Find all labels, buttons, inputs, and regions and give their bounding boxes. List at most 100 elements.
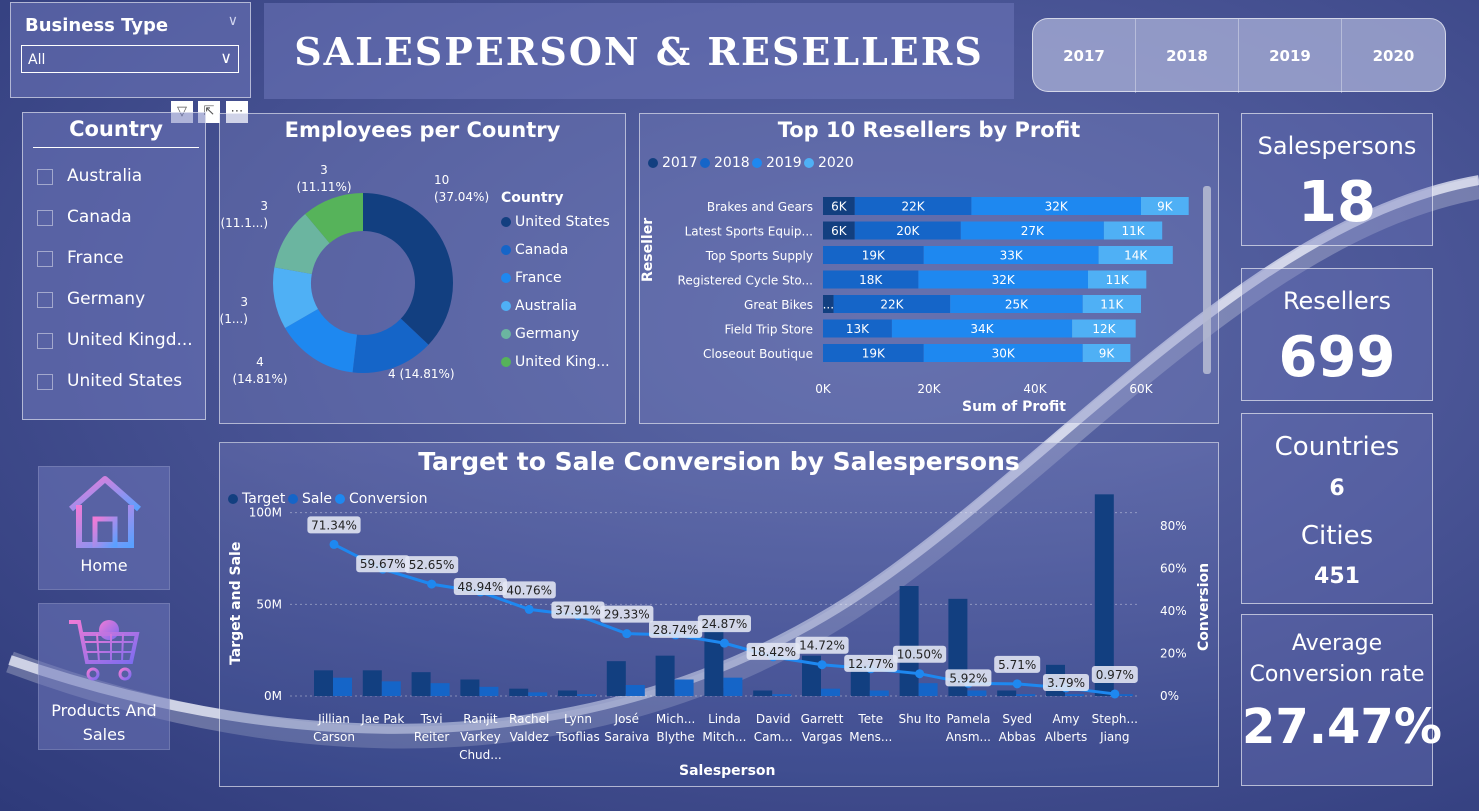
data-label: 11K [1106, 273, 1130, 287]
year-button-2019[interactable]: 2019 [1239, 19, 1342, 93]
bar-segment [918, 270, 1088, 289]
target-bar [558, 690, 577, 696]
y-axis-label: Reseller [640, 217, 656, 282]
sale-bar [869, 690, 889, 696]
products-and-sales-button[interactable]: Products And Sales [38, 603, 170, 750]
tick-label: 80% [1160, 519, 1187, 533]
legend-dot [804, 158, 814, 168]
more-options-icon[interactable]: ⋯ [226, 101, 248, 123]
business-type-dropdown[interactable]: All ∨ [21, 45, 239, 73]
legend-dot [501, 357, 511, 367]
year-button-2020[interactable]: 2020 [1372, 47, 1415, 65]
kpi-label: Salespersons [1257, 132, 1417, 160]
tick-label: 100M [249, 506, 282, 520]
legend-dot [700, 158, 710, 168]
checkbox[interactable] [37, 374, 53, 390]
data-label: (11.1...) [220, 216, 268, 230]
checkbox[interactable] [37, 251, 53, 267]
tick-label: 0% [1160, 689, 1179, 703]
scrollbar[interactable] [1203, 186, 1211, 374]
year-button-2017[interactable]: 2017 [1033, 19, 1136, 93]
checkbox[interactable] [37, 333, 53, 349]
target-bar [899, 586, 919, 696]
country-option-canada[interactable]: Canada [37, 206, 217, 230]
category-label: Blythe [656, 730, 694, 744]
conversion-point [719, 638, 729, 648]
country-option-germany[interactable]: Germany [37, 288, 217, 312]
country-option-united-states[interactable]: United States [37, 370, 217, 394]
chevron-down-icon: ∨ [220, 48, 232, 67]
checkbox[interactable] [37, 210, 53, 226]
data-label: 11K [1100, 298, 1124, 312]
page-title: SALESPERSON & RESELLERS [294, 29, 984, 74]
country-option-label: Canada [67, 207, 132, 227]
category-label: Reiter [414, 730, 450, 744]
target-bar [509, 688, 529, 696]
data-label: (14.81%) [232, 372, 287, 386]
country-option-label: Australia [67, 166, 143, 186]
target-bar [411, 672, 431, 696]
data-label: 4 (14.81%) [388, 367, 455, 381]
data-label: 59.67% [360, 557, 406, 571]
country-option-australia[interactable]: Australia [37, 165, 217, 189]
countries-cities-card: Countries 6 Cities 451 [1241, 413, 1433, 604]
legend-label: Canada [515, 242, 569, 258]
checkbox[interactable] [37, 169, 53, 185]
country-option-label: United States [67, 371, 183, 391]
data-label: 20K [896, 224, 920, 238]
category-label: Ranjit [463, 712, 498, 726]
data-label-bg [994, 655, 1041, 673]
bar-segment [1098, 246, 1173, 264]
sale-bar [918, 683, 938, 696]
data-label: 11K [1121, 224, 1145, 238]
conversion-point [817, 660, 827, 670]
category-label: Closeout Boutique [703, 347, 813, 361]
sale-bar [381, 681, 401, 696]
business-type-slicer[interactable]: Business Type ∨ All ∨ [10, 2, 251, 98]
y2-axis-label: Conversion [1196, 562, 1212, 651]
category-label: Registered Cycle Sto... [678, 274, 813, 288]
category-label: Ansm... [946, 730, 991, 744]
home-icon [69, 476, 141, 548]
data-label: 14.72% [799, 639, 845, 653]
target-bar [655, 655, 675, 696]
conversion-chart: Target to Sale Conversion by Salesperson… [219, 442, 1219, 787]
legend-label: Sale [302, 491, 332, 507]
target-bar [460, 679, 480, 696]
tick-label: 0M [264, 689, 282, 703]
legend-label: France [515, 270, 562, 286]
country-option-label: Germany [67, 289, 146, 309]
bar-segment [971, 197, 1141, 215]
target-bar [606, 661, 626, 696]
category-label: Syed [1002, 712, 1032, 726]
tick-label: 0K [815, 382, 832, 396]
home-button[interactable]: Home [38, 466, 170, 590]
country-option-france[interactable]: France [37, 247, 217, 271]
category-label: Tsoflias [555, 730, 599, 744]
year-slicer[interactable]: 2017 2018 2019 2020 [1032, 18, 1446, 93]
data-label-bg [502, 581, 556, 599]
sale-bar [430, 683, 450, 696]
category-label: Mitch... [702, 730, 746, 744]
legend-dot [335, 494, 345, 504]
conversion-point [1110, 689, 1120, 699]
category-label: Jae Pak [360, 712, 404, 726]
checkbox[interactable] [37, 292, 53, 308]
donut-chart: 10 (37.04%) 4 (14.81%) 4 (14.81%) 3 (1...) 3 (11… [220, 163, 489, 386]
chart-title: Top 10 Resellers by Profit [777, 118, 1081, 142]
year-button-2018[interactable]: 2018 [1136, 19, 1239, 93]
legend-item: Canada [501, 242, 568, 258]
data-label: 27K [1021, 224, 1045, 238]
legend-label: Conversion [349, 491, 428, 507]
sale-bar [333, 677, 352, 696]
chevron-down-icon[interactable]: ∨ [227, 13, 238, 29]
legend-label: Target [242, 491, 286, 507]
data-label: 13K [846, 322, 870, 336]
donut-slice [352, 318, 429, 373]
country-option-united-kingdom[interactable]: United Kingd... [37, 329, 217, 353]
tick-label: 60% [1160, 562, 1187, 576]
category-label: Great Bikes [744, 298, 813, 312]
data-label: 0.97% [1096, 668, 1134, 682]
category-label: Amy [1053, 712, 1080, 726]
conversion-rate-card: Average Conversion rate 27.47% [1241, 614, 1442, 786]
